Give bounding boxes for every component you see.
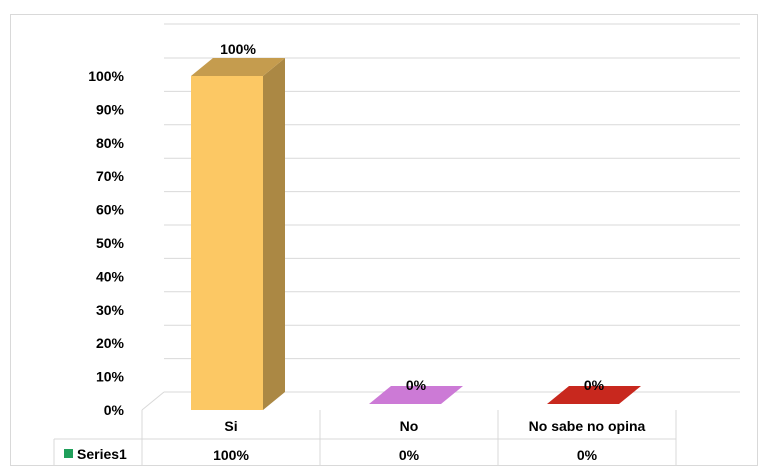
bar-top (547, 386, 641, 404)
data-label: 100% (220, 41, 256, 57)
bar (547, 386, 641, 404)
x-category-label: Si (224, 418, 237, 434)
y-tick-label: 90% (96, 101, 125, 117)
bars (191, 58, 641, 410)
bar-front (191, 76, 263, 410)
data-label: 0% (406, 377, 427, 393)
y-tick-label: 70% (96, 168, 125, 184)
x-category-label: No sabe no opina (529, 418, 646, 434)
y-tick-label: 80% (96, 135, 125, 151)
data-labels: 100% 0% 0% (220, 41, 605, 393)
bar-top (191, 58, 285, 76)
legend-series-name: Series1 (77, 446, 127, 462)
x-category-label: No (400, 418, 419, 434)
floor-edge (141, 391, 165, 411)
bar-top (369, 386, 463, 404)
y-tick-label: 60% (96, 202, 125, 218)
bar (369, 386, 463, 404)
data-table: Si 100% No 0% No sabe no opina 0% Series1 (53, 410, 677, 466)
y-tick-label: 20% (96, 335, 125, 351)
y-tick-label: 0% (104, 402, 125, 418)
bar-side (263, 58, 285, 410)
y-tick-label: 40% (96, 268, 125, 284)
bar (191, 58, 285, 410)
y-tick-label: 10% (96, 369, 125, 385)
y-tick-label: 100% (88, 68, 124, 84)
table-value: 0% (577, 447, 598, 463)
data-label: 0% (584, 377, 605, 393)
y-tick-label: 30% (96, 302, 125, 318)
legend-key (64, 449, 73, 458)
table-value: 100% (213, 447, 249, 463)
y-tick-label: 50% (96, 235, 125, 251)
table-value: 0% (399, 447, 420, 463)
y-axis: 0% 10% 20% 30% 40% 50% 60% 70% 80% 90% 100% (88, 68, 124, 418)
